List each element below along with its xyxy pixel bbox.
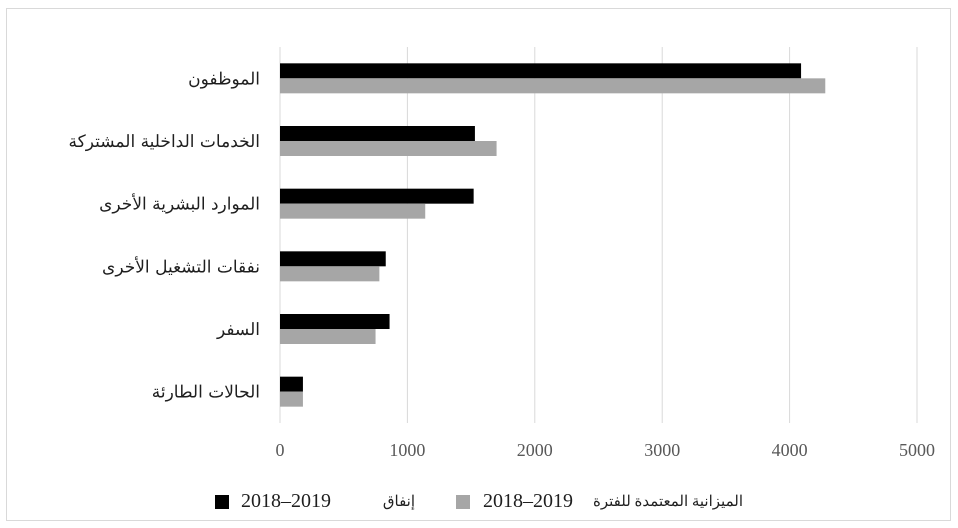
bars xyxy=(280,63,826,407)
bar xyxy=(280,266,380,282)
category-labels: الموظفون الخدمات الداخلية المشتركة الموارد… xyxy=(69,69,260,402)
category-label: الموظفون xyxy=(188,69,260,89)
legend: 2018–2019 إنفاق 2018–2019 الميزانية المع… xyxy=(215,490,743,512)
bar xyxy=(280,329,376,344)
x-tick-label: 4000 xyxy=(772,440,808,460)
category-label: الموارد البشرية الأخرى xyxy=(99,194,260,215)
chart-frame xyxy=(6,8,951,521)
bar xyxy=(280,314,390,329)
x-tick-label: 2000 xyxy=(517,440,553,460)
x-tick-label: 1000 xyxy=(389,440,425,460)
bar xyxy=(280,251,386,267)
gridlines xyxy=(279,47,918,423)
bar xyxy=(280,203,426,219)
x-tick-label: 5000 xyxy=(899,440,935,460)
bar xyxy=(280,126,475,141)
legend-swatch-spending xyxy=(215,495,229,509)
legend-year-approved-budget: 2018–2019 xyxy=(483,490,573,512)
legend-label-spending: إنفاق xyxy=(383,494,415,510)
legend-label-approved-budget: الميزانية المعتمدة للفترة xyxy=(593,494,743,510)
x-tick-labels: 0 1000 2000 3000 4000 5000 xyxy=(276,440,936,460)
legend-year-spending: 2018–2019 xyxy=(241,490,331,512)
legend-swatch-approved-budget xyxy=(456,495,470,509)
category-label: السفر xyxy=(216,320,260,340)
bar xyxy=(280,376,303,392)
x-tick-label: 3000 xyxy=(644,440,680,460)
bar xyxy=(280,63,802,79)
x-tick-label: 0 xyxy=(276,440,285,460)
bar xyxy=(280,391,303,407)
category-label: الخدمات الداخلية المشتركة xyxy=(69,132,260,152)
bar xyxy=(280,141,497,156)
bar xyxy=(280,78,826,94)
bar xyxy=(280,188,474,204)
category-label: نفقات التشغيل الأخرى xyxy=(102,256,260,277)
category-label: الحالات الطارئة xyxy=(152,383,260,403)
